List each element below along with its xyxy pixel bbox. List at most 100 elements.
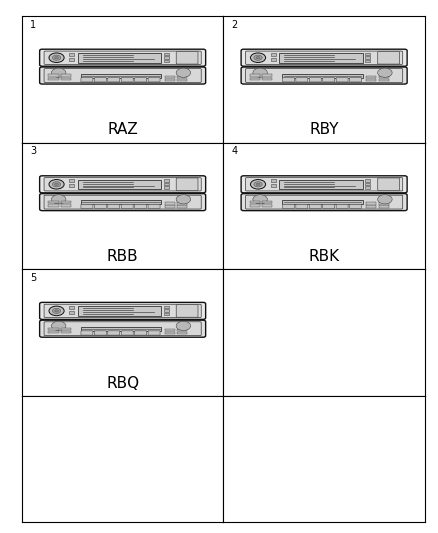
- Circle shape: [176, 195, 191, 204]
- Circle shape: [378, 195, 392, 204]
- Circle shape: [49, 180, 64, 189]
- FancyBboxPatch shape: [350, 78, 361, 82]
- Circle shape: [254, 55, 262, 60]
- FancyBboxPatch shape: [378, 178, 399, 191]
- Bar: [164, 306, 169, 309]
- Bar: [366, 76, 376, 78]
- Circle shape: [176, 68, 191, 77]
- FancyBboxPatch shape: [44, 177, 201, 191]
- Bar: [250, 204, 260, 207]
- Bar: [81, 327, 161, 331]
- Bar: [366, 79, 376, 81]
- Bar: [262, 204, 272, 207]
- FancyBboxPatch shape: [350, 204, 361, 208]
- Bar: [379, 205, 389, 208]
- FancyBboxPatch shape: [246, 195, 403, 209]
- Circle shape: [378, 68, 392, 77]
- Bar: [262, 201, 272, 204]
- FancyBboxPatch shape: [44, 51, 201, 64]
- Bar: [365, 53, 370, 55]
- Circle shape: [51, 321, 66, 330]
- FancyBboxPatch shape: [309, 204, 321, 208]
- Circle shape: [253, 195, 267, 204]
- FancyBboxPatch shape: [241, 49, 407, 66]
- FancyBboxPatch shape: [108, 78, 120, 82]
- FancyBboxPatch shape: [296, 78, 308, 82]
- Circle shape: [55, 310, 58, 312]
- Bar: [164, 179, 169, 182]
- Text: 1: 1: [30, 20, 36, 30]
- FancyBboxPatch shape: [323, 204, 335, 208]
- Text: RAZ: RAZ: [107, 123, 138, 138]
- Bar: [366, 202, 376, 205]
- Bar: [366, 205, 376, 208]
- Bar: [279, 53, 363, 62]
- Bar: [49, 330, 59, 333]
- Bar: [262, 75, 272, 77]
- FancyBboxPatch shape: [134, 78, 147, 82]
- Bar: [81, 200, 161, 204]
- FancyBboxPatch shape: [134, 331, 147, 335]
- Bar: [164, 309, 169, 312]
- FancyBboxPatch shape: [94, 78, 106, 82]
- Bar: [165, 202, 175, 205]
- Bar: [279, 180, 363, 189]
- Bar: [49, 204, 59, 207]
- FancyBboxPatch shape: [39, 320, 206, 337]
- Bar: [271, 184, 276, 188]
- Bar: [250, 77, 260, 80]
- FancyBboxPatch shape: [241, 176, 407, 193]
- Bar: [165, 329, 175, 331]
- Bar: [70, 53, 74, 55]
- FancyBboxPatch shape: [148, 78, 160, 82]
- Bar: [165, 205, 175, 208]
- Circle shape: [51, 195, 66, 204]
- Bar: [164, 183, 169, 185]
- Circle shape: [49, 306, 64, 316]
- Bar: [250, 75, 260, 77]
- FancyBboxPatch shape: [39, 176, 206, 193]
- Bar: [70, 58, 74, 61]
- Bar: [61, 328, 71, 330]
- Bar: [365, 186, 370, 189]
- Bar: [165, 79, 175, 81]
- Bar: [271, 58, 276, 61]
- Bar: [61, 75, 71, 77]
- FancyBboxPatch shape: [81, 78, 93, 82]
- FancyBboxPatch shape: [81, 331, 93, 335]
- FancyBboxPatch shape: [283, 78, 294, 82]
- Bar: [379, 202, 389, 205]
- FancyBboxPatch shape: [121, 78, 133, 82]
- Circle shape: [53, 182, 61, 187]
- Circle shape: [55, 56, 58, 59]
- Circle shape: [55, 183, 58, 185]
- Circle shape: [51, 68, 66, 77]
- FancyBboxPatch shape: [296, 204, 308, 208]
- Bar: [61, 201, 71, 204]
- Circle shape: [251, 180, 265, 189]
- Bar: [177, 76, 187, 78]
- Bar: [282, 74, 363, 78]
- Bar: [164, 313, 169, 316]
- Bar: [70, 179, 74, 182]
- FancyBboxPatch shape: [44, 195, 201, 209]
- Text: 3: 3: [30, 147, 36, 156]
- Circle shape: [253, 68, 267, 77]
- FancyBboxPatch shape: [336, 204, 348, 208]
- Bar: [164, 56, 169, 59]
- Text: RBQ: RBQ: [106, 376, 139, 391]
- Bar: [177, 205, 187, 208]
- FancyBboxPatch shape: [39, 302, 206, 319]
- Bar: [177, 202, 187, 205]
- Circle shape: [53, 55, 61, 60]
- FancyBboxPatch shape: [39, 193, 206, 211]
- Text: 4: 4: [231, 147, 237, 156]
- FancyBboxPatch shape: [39, 67, 206, 84]
- FancyBboxPatch shape: [44, 69, 201, 83]
- Text: RBK: RBK: [308, 249, 340, 264]
- Text: 5: 5: [30, 273, 36, 283]
- Circle shape: [49, 53, 64, 62]
- FancyBboxPatch shape: [323, 78, 335, 82]
- FancyBboxPatch shape: [336, 78, 348, 82]
- Bar: [365, 60, 370, 62]
